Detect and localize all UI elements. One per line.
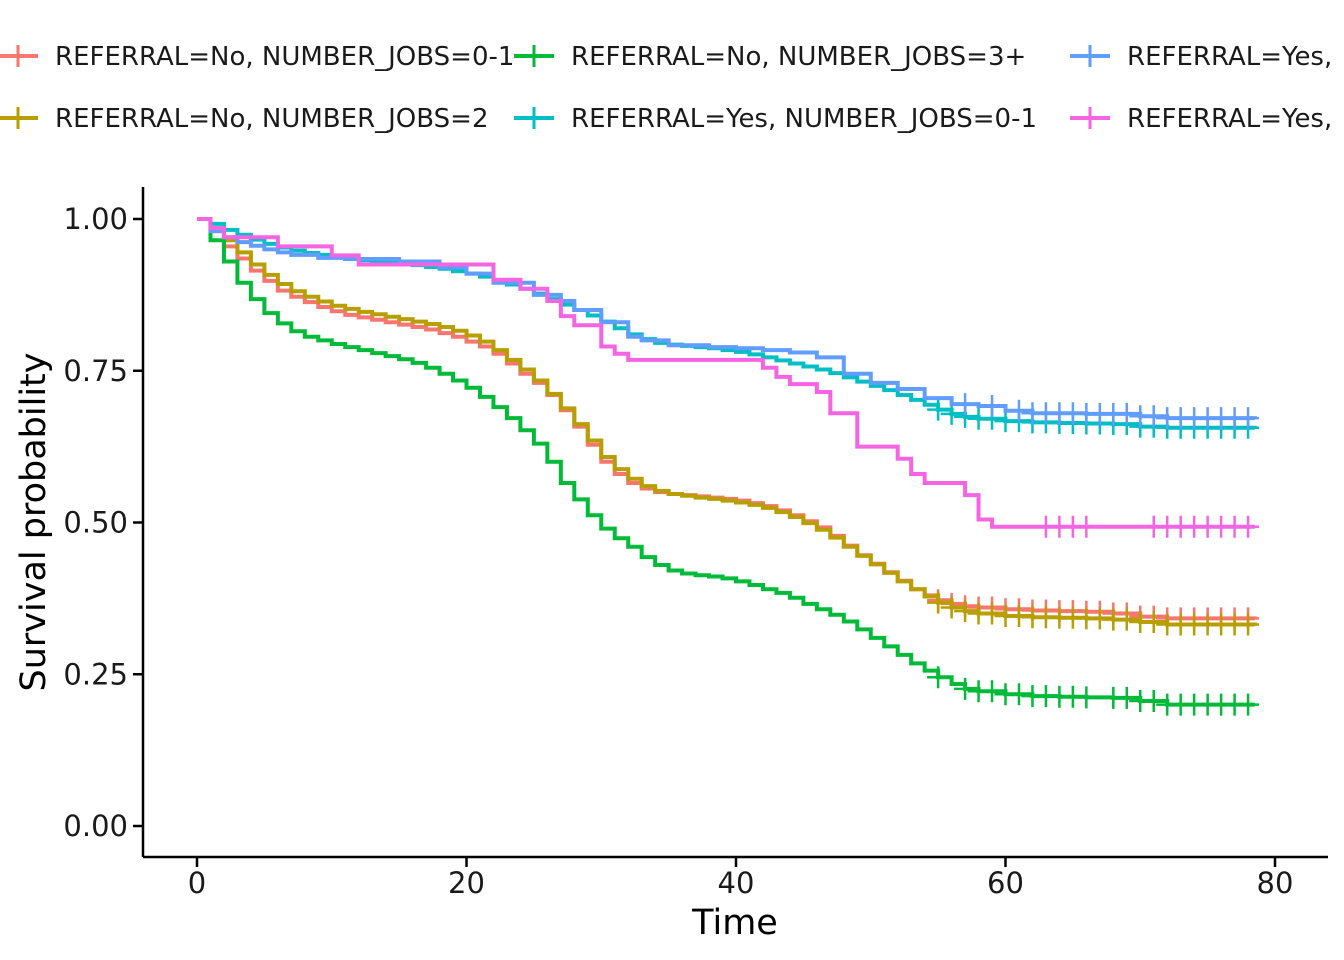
censor-mark xyxy=(1115,608,1138,631)
censor-mark xyxy=(1237,515,1260,538)
survival-curve xyxy=(197,217,1255,529)
legend-label: REFERRAL=No, NUMBER_JOBS=2 xyxy=(55,104,488,134)
legend-label: REFERRAL=No, NUMBER_JOBS=3+ xyxy=(571,42,1026,72)
survival-curve xyxy=(197,217,1257,421)
series-group xyxy=(197,217,1260,538)
censor-mark xyxy=(1237,613,1260,636)
censor-mark xyxy=(981,602,1004,625)
censor-mark xyxy=(1007,399,1030,422)
survival-curve xyxy=(197,217,1255,707)
series-group xyxy=(197,217,1260,716)
legend-label: REFERRAL=Yes, xyxy=(1127,42,1332,72)
series-group xyxy=(197,217,1260,636)
legend-label: REFERRAL=Yes, xyxy=(1127,104,1332,134)
censor-mark xyxy=(954,600,977,623)
censor-mark xyxy=(1142,611,1165,634)
x-tick-label: 0 xyxy=(188,866,206,900)
x-tick-label: 60 xyxy=(987,866,1024,900)
censor-mark xyxy=(1007,683,1030,706)
legend-label: REFERRAL=No, NUMBER_JOBS=0-1 xyxy=(55,42,514,72)
legend-key xyxy=(1070,107,1110,129)
ticks: 0.00 0.25 0.50 0.75 1.00 0 20 40 60 80 xyxy=(63,202,1293,900)
axes xyxy=(141,187,1328,859)
legend-key xyxy=(514,107,554,129)
legend: REFERRAL=No, NUMBER_JOBS=0-1 REFERRAL=No,… xyxy=(0,42,1332,134)
legend-label: REFERRAL=Yes, NUMBER_JOBS=0-1 xyxy=(571,104,1037,134)
y-tick-label: 1.00 xyxy=(63,202,128,236)
y-tick-label: 0.75 xyxy=(63,354,128,388)
censor-mark xyxy=(1115,686,1138,709)
censor-mark xyxy=(1237,693,1260,716)
censor-mark xyxy=(927,398,950,421)
censor-mark xyxy=(1075,686,1098,709)
plot-area xyxy=(197,217,1260,716)
censor-mark xyxy=(940,402,963,425)
censor-mark xyxy=(981,394,1004,417)
censor-mark xyxy=(1075,515,1098,538)
survival-curve xyxy=(197,217,1257,430)
x-tick-label: 20 xyxy=(448,866,485,900)
y-tick-label: 0.00 xyxy=(63,809,128,843)
survival-curve xyxy=(197,217,1257,621)
censor-mark xyxy=(927,666,950,689)
censor-mark xyxy=(1237,407,1260,430)
x-tick-label: 80 xyxy=(1257,866,1294,900)
censor-mark xyxy=(1142,405,1165,428)
censor-mark xyxy=(1115,402,1138,425)
x-tick-label: 40 xyxy=(718,866,755,900)
censor-mark xyxy=(940,596,963,619)
y-tick-label: 0.25 xyxy=(63,657,128,691)
y-tick-label: 0.50 xyxy=(63,506,128,540)
y-axis-title: Survival probability xyxy=(14,353,54,692)
censor-mark xyxy=(1142,689,1165,712)
censor-mark xyxy=(981,680,1004,703)
legend-key xyxy=(0,107,38,129)
series-group xyxy=(197,217,1260,430)
legend-key xyxy=(1070,45,1110,67)
x-axis-title: Time xyxy=(691,903,778,943)
censor-mark xyxy=(954,393,977,416)
legend-key xyxy=(0,45,38,67)
censor-mark xyxy=(927,591,950,614)
censor-mark xyxy=(954,677,977,700)
legend-key xyxy=(514,45,554,67)
